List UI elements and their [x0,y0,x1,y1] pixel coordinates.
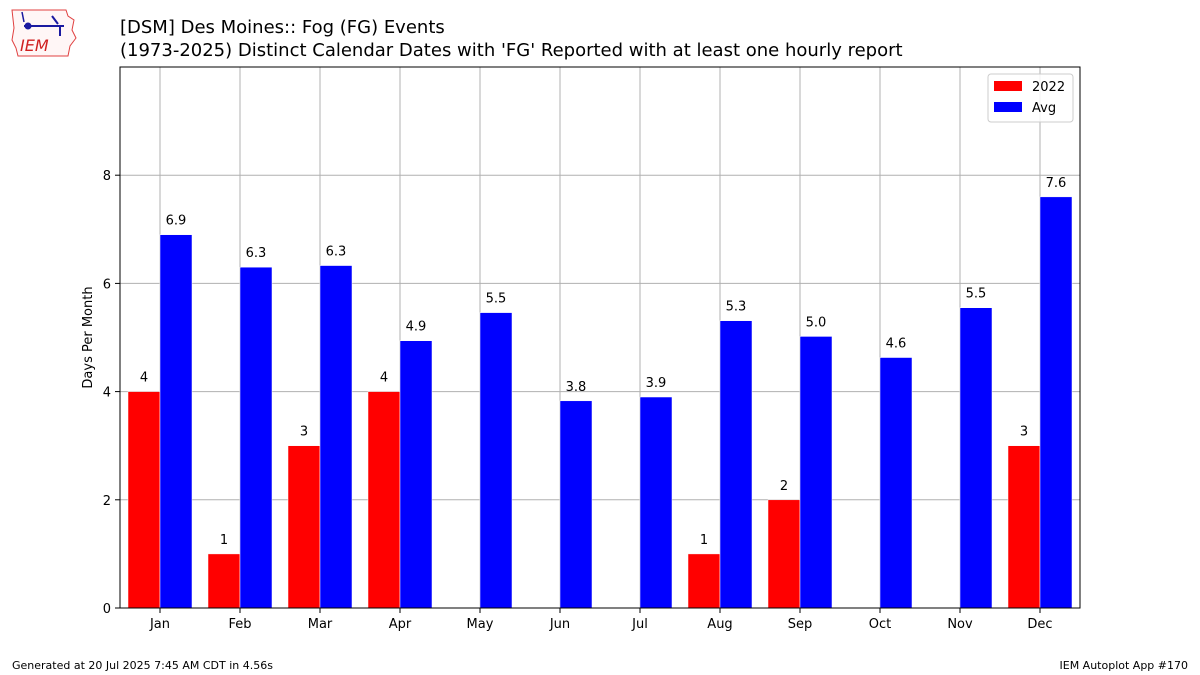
bar-avg-jun [559,400,593,609]
footer-generated-text: Generated at 20 Jul 2025 7:45 AM CDT in … [12,659,273,672]
data-label-avg-apr: 4.9 [406,320,427,335]
data-label-2022-feb: 1 [220,533,228,548]
data-label-avg-feb: 6.3 [246,246,267,261]
weather-instrument-icon [21,11,64,36]
chart-title-line1: [DSM] Des Moines:: Fog (FG) Events [120,17,445,38]
data-label-avg-oct: 4.6 [886,337,907,352]
x-tick-label-may: May [467,617,494,632]
bar-2022-feb [207,553,241,609]
data-label-avg-aug: 5.3 [726,300,747,315]
footer-app-id: IEM Autoplot App #170 [1059,659,1189,672]
x-tick-label-jun: Jun [549,617,570,632]
data-label-avg-jan: 6.9 [166,214,187,229]
x-tick-label-aug: Aug [707,617,732,632]
bar-2022-sep [767,499,801,609]
data-label-avg-sep: 5.0 [806,315,827,330]
bar-avg-may [479,312,513,609]
bar-2022-dec [1007,445,1041,609]
y-tick-label-0: 0 [103,602,111,617]
legend-swatch-2022 [994,81,1022,91]
x-tick-label-dec: Dec [1027,617,1052,632]
data-label-avg-dec: 7.6 [1046,176,1067,191]
legend: 2022 Avg [987,73,1074,123]
iowa-state-outline [11,9,77,57]
x-tick-label-nov: Nov [947,617,973,632]
data-labels: 4 1 3 4 1 2 3 6.9 6.3 6.3 4.9 5.5 3.8 3.9 5.3 5.0 4.6 5.5… [140,176,1066,548]
data-label-avg-jul: 3.9 [646,376,667,391]
bar-avg-aug [719,320,753,609]
x-tick-label-mar: Mar [308,617,333,632]
y-tick-label-4: 4 [103,386,111,401]
x-tick-label-feb: Feb [228,617,251,632]
legend-label-avg: Avg [1032,101,1056,116]
data-label-2022-mar: 3 [300,425,308,440]
x-tick-label-jan: Jan [149,617,170,632]
y-tick-label-2: 2 [103,494,111,509]
bar-avg-dec [1039,196,1073,609]
data-label-avg-may: 5.5 [486,292,507,307]
legend-swatch-avg [994,102,1022,112]
data-label-2022-jan: 4 [140,371,148,386]
bar-avg-jan [159,234,193,609]
iem-logo: IEM [11,9,77,57]
data-label-2022-sep: 2 [780,479,788,494]
chart-title-line2: (1973-2025) Distinct Calendar Dates with… [120,40,903,61]
bar-avg-sep [799,336,833,609]
data-label-2022-aug: 1 [700,533,708,548]
data-label-avg-nov: 5.5 [966,287,987,302]
bar-avg-apr [399,340,433,609]
bar-2022-aug [687,553,721,609]
data-label-avg-mar: 6.3 [326,245,347,260]
legend-label-2022: 2022 [1032,80,1065,95]
x-tick-label-jul: Jul [631,617,648,632]
data-label-avg-jun: 3.8 [566,380,587,395]
bar-avg-jul [639,396,673,609]
bar-2022-jan [127,391,161,609]
data-label-2022-apr: 4 [380,371,388,386]
x-tick-label-apr: Apr [389,617,412,632]
y-axis-label: Days Per Month [81,286,96,388]
y-tick-label-8: 8 [103,169,111,184]
y-tick-label-6: 6 [103,277,111,292]
x-tick-label-oct: Oct [869,617,891,632]
bar-avg-nov [959,307,993,609]
bar-avg-feb [239,266,273,609]
x-tick-label-sep: Sep [788,617,813,632]
logo-text: IEM [20,36,49,55]
bar-avg-mar [319,265,353,609]
bar-series [127,196,1073,609]
axes: Jan Feb Mar Apr May Jun Jul Aug Sep Oct Nov Dec 0 2 4 6… [103,169,1053,632]
bar-avg-oct [879,357,913,609]
bar-2022-apr [367,391,401,609]
plot-frame [119,66,1081,609]
bar-2022-mar [287,445,321,609]
data-label-2022-dec: 3 [1020,425,1028,440]
